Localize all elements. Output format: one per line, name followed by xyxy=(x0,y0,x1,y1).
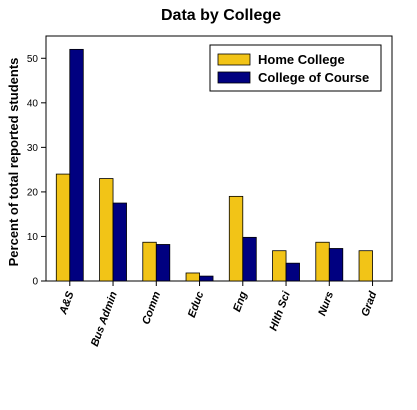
y-tick-label: 50 xyxy=(27,54,39,65)
x-tick-label: Hlth Sci xyxy=(268,289,294,332)
bar-college-of-course xyxy=(199,275,214,282)
x-tick-label: Educ xyxy=(186,290,206,319)
plot-frame xyxy=(45,35,393,282)
bar-home-college xyxy=(315,241,330,282)
bar-college-of-course xyxy=(155,244,171,282)
x-tick-label: Eng xyxy=(231,290,249,314)
bar-college-of-course xyxy=(69,48,84,282)
bar-home-college xyxy=(142,241,157,282)
bar-college-of-course xyxy=(112,202,127,282)
y-tick-label: 10 xyxy=(27,232,39,243)
legend-swatch xyxy=(217,53,251,66)
y-tick-label: 30 xyxy=(27,143,39,154)
bar-home-college xyxy=(55,173,71,282)
x-tick-label: Grad xyxy=(359,290,379,318)
legend: Home College College of Course xyxy=(209,44,382,92)
bars xyxy=(55,48,373,282)
x-tick-label: A&S xyxy=(57,289,77,316)
x-axis: A&S Bus Admin Comm Educ Eng Hlth Sci Nurs Grad xyxy=(57,281,379,348)
bar-home-college xyxy=(228,195,244,282)
legend-swatch xyxy=(217,71,251,84)
bar-home-college xyxy=(185,272,200,282)
x-tick-label: Bus Admin xyxy=(89,290,120,349)
y-axis: 0 10 20 30 40 50 xyxy=(27,54,46,288)
bar-college-of-course xyxy=(242,236,257,282)
y-axis-label: Percent of total reported students xyxy=(6,58,21,267)
bar-college-of-course xyxy=(285,262,300,282)
chart-title: Data by College xyxy=(161,7,281,24)
y-tick-label: 0 xyxy=(32,277,38,288)
y-tick-label: 20 xyxy=(27,187,39,198)
bar-college-of-course xyxy=(328,248,344,282)
legend-label: College of Course xyxy=(258,70,369,85)
bar-home-college xyxy=(99,178,114,282)
y-tick-label: 40 xyxy=(27,98,39,109)
x-tick-label: Nurs xyxy=(316,290,336,318)
bar-home-college xyxy=(358,250,373,282)
x-tick-label: Comm xyxy=(140,290,163,326)
bar-home-college xyxy=(272,250,287,282)
legend-label: Home College xyxy=(258,52,345,67)
